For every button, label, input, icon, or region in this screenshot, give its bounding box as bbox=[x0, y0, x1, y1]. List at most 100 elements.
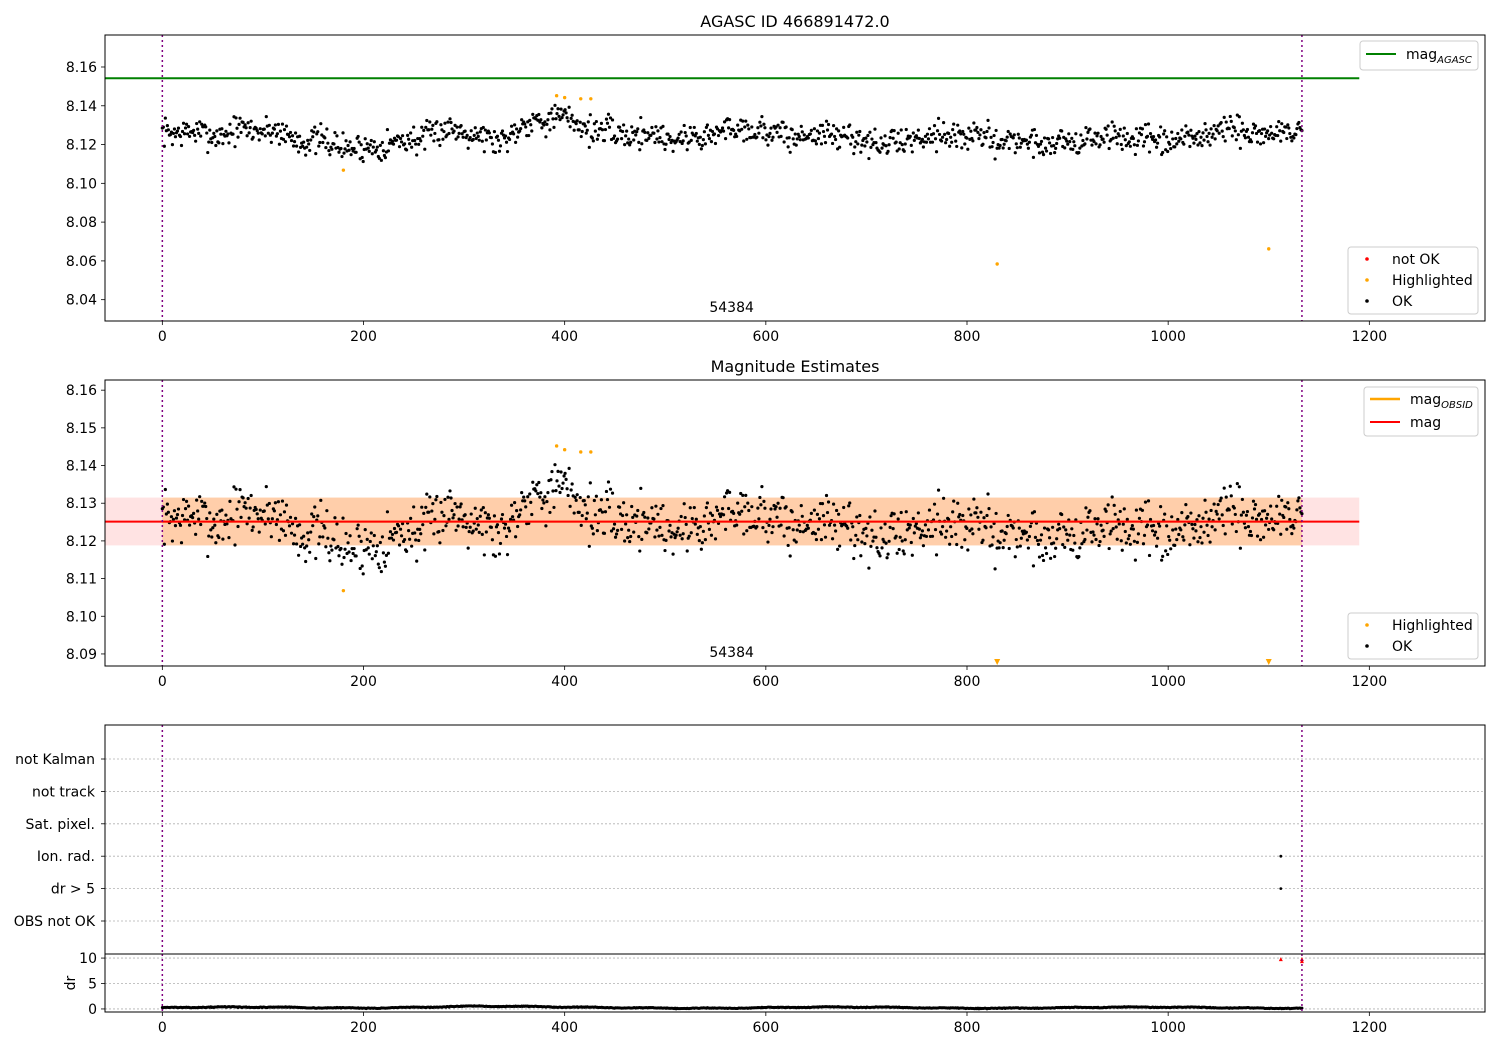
ok-point bbox=[768, 131, 772, 135]
ok-point bbox=[405, 148, 409, 152]
ok-point bbox=[831, 124, 836, 128]
ok-point bbox=[771, 135, 775, 139]
ok-point bbox=[975, 125, 979, 130]
ok-point bbox=[1025, 538, 1029, 542]
ok-point bbox=[598, 508, 603, 512]
ok-point bbox=[874, 535, 878, 539]
ok-point bbox=[1168, 142, 1172, 146]
ok-point bbox=[742, 139, 746, 143]
ok-point bbox=[502, 526, 507, 530]
ok-point bbox=[1098, 143, 1102, 147]
ok-point bbox=[1034, 133, 1039, 138]
ok-point bbox=[522, 495, 526, 499]
x-tick-label: 600 bbox=[752, 329, 779, 345]
ok-point bbox=[646, 516, 650, 520]
ok-point bbox=[1041, 558, 1046, 563]
ok-point bbox=[1106, 124, 1110, 128]
ok-point bbox=[1197, 514, 1201, 518]
ok-point bbox=[454, 528, 458, 532]
ok-point bbox=[273, 501, 277, 505]
ok-point bbox=[1245, 509, 1250, 514]
ok-point bbox=[309, 138, 313, 142]
ok-point bbox=[1111, 527, 1115, 531]
ok-point bbox=[853, 543, 857, 548]
ok-point bbox=[1146, 122, 1151, 126]
ok-point bbox=[948, 144, 952, 148]
ok-point bbox=[400, 134, 405, 138]
ok-point bbox=[636, 508, 640, 513]
ok-point bbox=[660, 140, 664, 144]
ok-point bbox=[910, 553, 914, 557]
ok-point bbox=[855, 130, 859, 134]
ok-point bbox=[431, 502, 435, 506]
ok-point bbox=[645, 138, 649, 142]
ok-point bbox=[233, 145, 237, 149]
ok-point bbox=[400, 522, 405, 526]
ok-point bbox=[466, 146, 470, 150]
ok-point bbox=[256, 517, 260, 521]
ok-point bbox=[896, 131, 900, 135]
ok-point bbox=[609, 529, 614, 533]
ok-point bbox=[1277, 120, 1281, 124]
ok-point bbox=[492, 514, 497, 518]
ok-point bbox=[430, 509, 434, 513]
ok-point bbox=[1244, 513, 1249, 517]
ok-point bbox=[1027, 534, 1032, 539]
ok-point bbox=[173, 524, 178, 528]
ok-point bbox=[1017, 526, 1021, 530]
ok-point bbox=[226, 132, 230, 136]
ok-point bbox=[939, 139, 944, 143]
ok-point bbox=[997, 546, 1001, 550]
ok-point bbox=[864, 526, 868, 530]
ok-point bbox=[162, 542, 166, 546]
ok-point bbox=[723, 527, 728, 531]
y-tick-label: 10 bbox=[79, 951, 97, 967]
ok-point bbox=[858, 129, 862, 134]
ok-point bbox=[363, 528, 367, 532]
ok-point bbox=[1243, 136, 1248, 140]
ok-point bbox=[1235, 481, 1239, 486]
ok-point bbox=[997, 146, 1001, 150]
ok-point bbox=[554, 489, 558, 493]
ok-point bbox=[645, 531, 649, 535]
ok-point bbox=[545, 499, 549, 504]
ok-point bbox=[450, 508, 454, 513]
ok-point bbox=[381, 149, 385, 153]
ok-point bbox=[398, 527, 403, 531]
ok-point bbox=[480, 139, 484, 143]
ok-point bbox=[1147, 150, 1152, 154]
ok-point bbox=[961, 129, 965, 134]
ok-point bbox=[768, 517, 772, 521]
ok-point bbox=[1032, 510, 1037, 514]
ok-point bbox=[566, 493, 570, 498]
ok-point bbox=[388, 530, 393, 534]
ok-point bbox=[1014, 142, 1018, 146]
ok-point bbox=[360, 155, 364, 160]
ok-point bbox=[332, 142, 336, 146]
ok-point bbox=[260, 132, 264, 136]
dr-large-point bbox=[1299, 959, 1304, 964]
ok-point bbox=[993, 567, 997, 571]
ok-point bbox=[1161, 150, 1165, 155]
ok-point bbox=[287, 135, 292, 139]
ok-point bbox=[676, 136, 680, 140]
ok-point bbox=[306, 138, 310, 142]
ok-point bbox=[1141, 144, 1146, 148]
ok-point bbox=[239, 130, 243, 135]
ok-point bbox=[1131, 527, 1135, 531]
ok-point bbox=[379, 569, 383, 574]
ok-point bbox=[856, 142, 860, 146]
ok-point bbox=[564, 111, 568, 115]
ok-point bbox=[182, 132, 187, 136]
ok-point bbox=[755, 135, 759, 139]
ok-point bbox=[643, 130, 647, 134]
ok-point bbox=[499, 517, 504, 521]
ok-point bbox=[1136, 532, 1141, 536]
ok-point bbox=[1183, 523, 1187, 527]
ok-point bbox=[816, 136, 821, 141]
ok-point bbox=[615, 137, 620, 141]
ok-point bbox=[747, 127, 751, 131]
ok-point bbox=[795, 137, 799, 141]
ok-point bbox=[689, 138, 693, 142]
ok-point bbox=[290, 134, 295, 138]
